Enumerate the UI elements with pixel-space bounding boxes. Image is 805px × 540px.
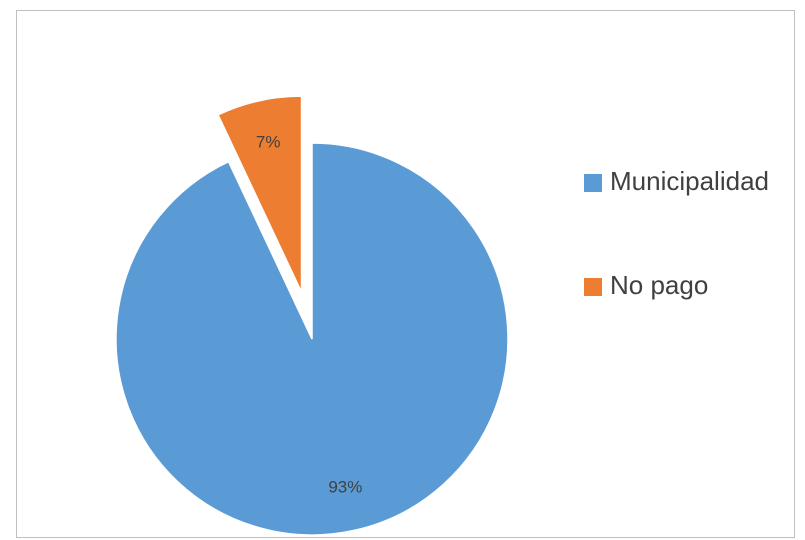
legend-label-no-pago: No pago: [610, 270, 708, 300]
legend-swatch-municipalidad: [584, 174, 602, 192]
pie-slice-municipalidad: [115, 142, 509, 536]
slice-label-no-pago: 7%: [256, 132, 281, 151]
legend-label-municipalidad: Municipalidad: [610, 166, 769, 196]
pie-slices: [115, 95, 509, 536]
legend: Municipalidad No pago: [584, 166, 769, 300]
legend-swatch-no-pago: [584, 278, 602, 296]
pie-slice-no-pago: [217, 95, 303, 293]
slice-label-municipalidad: 93%: [328, 478, 362, 497]
slice-labels: 93% 7%: [256, 132, 362, 496]
